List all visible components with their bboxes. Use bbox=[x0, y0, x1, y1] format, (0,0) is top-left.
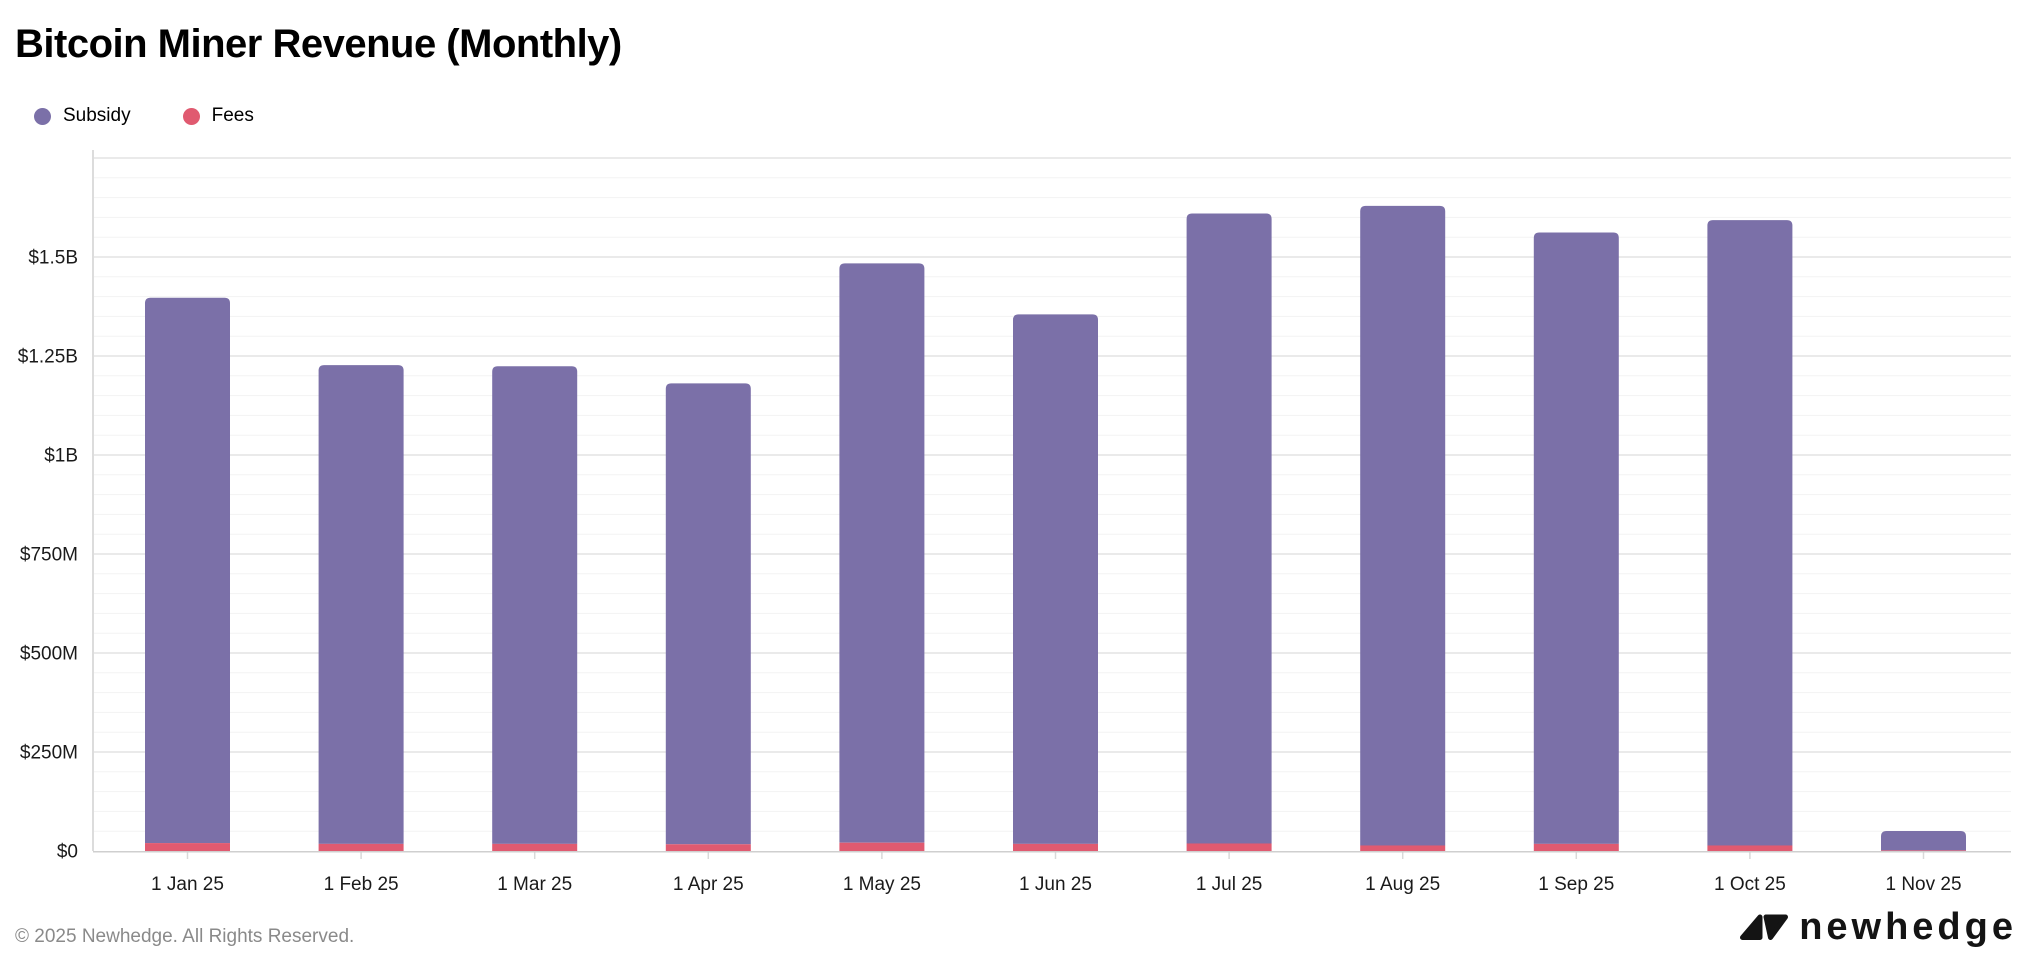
y-axis-label: $1.5B bbox=[28, 248, 78, 269]
x-axis-label: 1 Jun 25 bbox=[1019, 874, 1092, 895]
legend-label-fees: Fees bbox=[211, 105, 254, 126]
newhedge-logo-text: newhedge bbox=[1799, 906, 2017, 948]
bar-fees-1-jan-25[interactable] bbox=[145, 843, 230, 851]
bar-fees-1-jul-25[interactable] bbox=[1186, 843, 1272, 851]
y-axis-label: $500M bbox=[20, 644, 78, 665]
legend: Subsidy Fees bbox=[34, 105, 254, 127]
x-axis-label: 1 Nov 25 bbox=[1885, 874, 1961, 895]
bar-subsidy-1-apr-25[interactable] bbox=[665, 383, 751, 845]
bar-subsidy-1-may-25[interactable] bbox=[839, 263, 925, 843]
y-axis-label: $0 bbox=[57, 842, 78, 863]
x-axis-label: 1 Feb 25 bbox=[324, 874, 399, 895]
bar-fees-1-apr-25[interactable] bbox=[665, 844, 751, 851]
y-axis-label: $1.25B bbox=[18, 347, 78, 368]
newhedge-logo[interactable]: newhedge bbox=[1738, 908, 2017, 946]
bar-fees-1-aug-25[interactable] bbox=[1360, 845, 1446, 851]
bar-subsidy-1-feb-25[interactable] bbox=[318, 365, 404, 844]
x-axis-label: 1 Jul 25 bbox=[1196, 874, 1263, 895]
bar-subsidy-1-oct-25[interactable] bbox=[1707, 220, 1793, 846]
newhedge-logo-icon bbox=[1740, 914, 1789, 940]
x-axis-label: 1 Oct 25 bbox=[1714, 874, 1786, 895]
x-axis-label: 1 Mar 25 bbox=[497, 874, 572, 895]
bar-subsidy-1-jan-25[interactable] bbox=[145, 297, 230, 844]
x-axis-label: 1 Sep 25 bbox=[1538, 874, 1614, 895]
x-axis-label: 1 Aug 25 bbox=[1365, 874, 1440, 895]
fees-legend-dot-icon bbox=[182, 107, 200, 125]
y-axis-label: $250M bbox=[20, 743, 78, 764]
bar-subsidy-1-aug-25[interactable] bbox=[1360, 205, 1446, 846]
y-axis-label: $750M bbox=[20, 545, 78, 566]
bar-subsidy-1-jul-25[interactable] bbox=[1186, 213, 1272, 844]
x-axis-label: 1 Apr 25 bbox=[673, 874, 744, 895]
legend-label-subsidy: Subsidy bbox=[63, 105, 131, 126]
bar-subsidy-1-jun-25[interactable] bbox=[1013, 314, 1098, 844]
y-axis-label: $1B bbox=[44, 446, 78, 467]
chart-title: Bitcoin Miner Revenue (Monthly) bbox=[15, 22, 622, 66]
bar-fees-1-may-25[interactable] bbox=[839, 842, 925, 851]
bar-subsidy-1-mar-25[interactable] bbox=[492, 366, 578, 844]
subsidy-legend-dot-icon bbox=[34, 107, 51, 125]
x-axis-label: 1 Jan 25 bbox=[151, 874, 224, 895]
legend-item-subsidy[interactable]: Subsidy bbox=[34, 105, 131, 127]
bar-subsidy-1-nov-25[interactable] bbox=[1881, 831, 1966, 851]
bar-fees-1-jun-25[interactable] bbox=[1013, 843, 1098, 851]
bar-fees-1-feb-25[interactable] bbox=[318, 843, 404, 851]
legend-item-fees[interactable]: Fees bbox=[182, 105, 254, 127]
x-axis-label: 1 May 25 bbox=[843, 874, 921, 895]
bar-fees-1-oct-25[interactable] bbox=[1707, 845, 1793, 851]
bar-fees-1-nov-25[interactable] bbox=[1881, 850, 1966, 851]
bar-subsidy-1-sep-25[interactable] bbox=[1533, 232, 1619, 844]
copyright-text: © 2025 Newhedge. All Rights Reserved. bbox=[15, 926, 355, 947]
bar-fees-1-sep-25[interactable] bbox=[1533, 843, 1619, 851]
bar-fees-1-mar-25[interactable] bbox=[492, 843, 578, 851]
